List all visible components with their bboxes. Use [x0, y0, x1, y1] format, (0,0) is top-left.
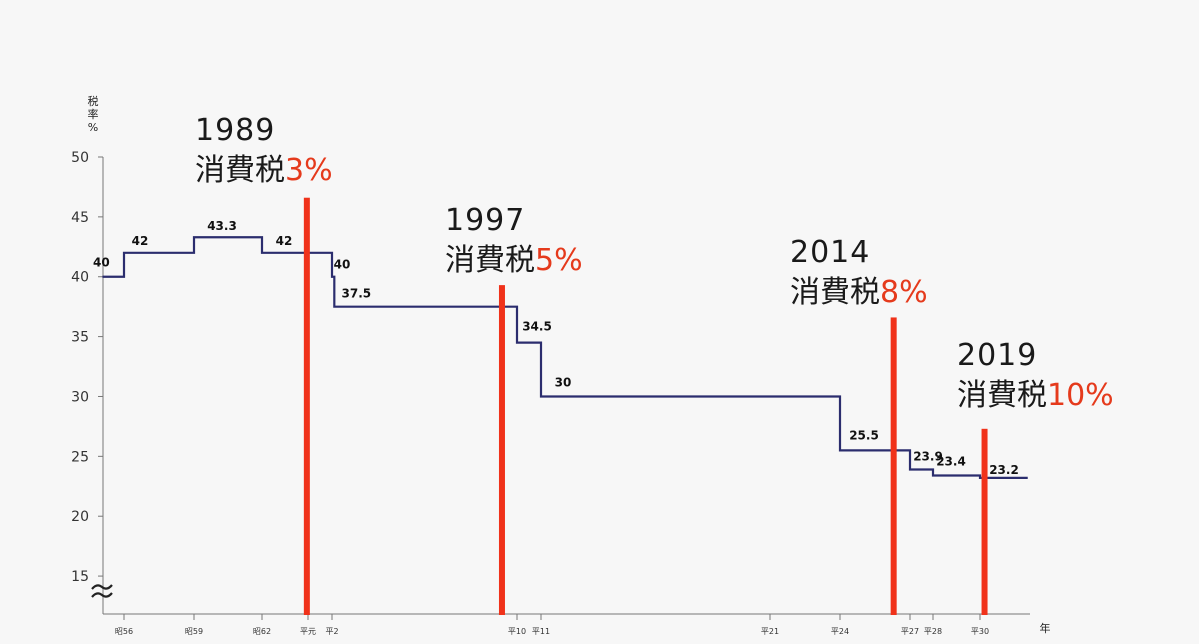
x-tick-label: 平2 — [325, 627, 338, 636]
tax-event-bar — [303, 197, 310, 616]
data-label: 40 — [93, 256, 110, 270]
axis-titles: 税率% 年 — [88, 94, 1051, 635]
event-tax-rate: 10% — [1047, 378, 1114, 413]
tax-rate-step-line — [102, 236, 1028, 479]
y-tick-label: 20 — [71, 509, 89, 525]
data-label: 25.5 — [849, 428, 879, 442]
y-ticks: 15 20 25 30 35 40 45 50 — [71, 150, 103, 585]
event-tax-label: 消費税8% — [790, 275, 928, 310]
event-year-label: 1997 — [445, 203, 525, 238]
axes — [91, 157, 1030, 615]
y-tick-label: 35 — [71, 330, 89, 346]
event-tax-name: 消費税 — [195, 153, 285, 188]
x-tick-label: 平21 — [761, 627, 779, 636]
tax-event-bar — [498, 285, 505, 615]
event-tax-name: 消費税 — [445, 243, 535, 278]
event-tax-name: 消費税 — [790, 275, 880, 310]
data-label: 23.9 — [913, 450, 943, 464]
event-tax-rate: 3% — [285, 153, 333, 188]
x-tick-label: 平27 — [901, 627, 919, 636]
x-tick-label: 平30 — [971, 627, 989, 636]
data-label: 34.5 — [522, 320, 552, 334]
x-tick-label: 平24 — [831, 627, 849, 636]
event-tax-label: 消費税3% — [195, 153, 333, 188]
event-year-label: 1989 — [195, 113, 275, 148]
data-label: 23.4 — [936, 455, 966, 469]
x-axis-title: 年 — [1040, 621, 1051, 635]
event-tax-rate: 5% — [535, 243, 583, 278]
x-tick-label: 平元 — [300, 627, 316, 636]
data-label: 43.3 — [207, 219, 237, 233]
y-tick-label: 40 — [71, 270, 89, 286]
data-label: 37.5 — [342, 287, 372, 301]
axis-break-mark — [91, 584, 113, 598]
y-tick-label: 25 — [71, 449, 89, 465]
y-tick-label: 45 — [71, 210, 89, 226]
data-label: 23.2 — [989, 463, 1019, 477]
y-tick-label: 15 — [71, 569, 89, 585]
data-label: 40 — [334, 258, 351, 272]
event-tax-rate: 8% — [880, 275, 928, 310]
event-year-label: 2014 — [790, 235, 870, 270]
data-label: 42 — [132, 234, 149, 248]
x-tick-label: 平28 — [924, 627, 942, 636]
data-label: 42 — [276, 234, 293, 248]
x-tick-label: 昭59 — [185, 627, 203, 636]
y-axis-title-char: % — [88, 121, 98, 134]
x-tick-label: 平10 — [508, 627, 526, 636]
x-tick-label: 平11 — [532, 627, 550, 636]
y-tick-label: 30 — [71, 389, 89, 405]
y-tick-label: 50 — [71, 150, 89, 166]
x-tick-label: 昭62 — [253, 627, 271, 636]
tax-event-bar — [890, 317, 897, 615]
event-year-label: 2019 — [957, 338, 1037, 373]
event-tax-label: 消費税10% — [957, 378, 1114, 413]
data-labels: 40 42 43.3 42 40 37.5 34.5 30 25.5 23.923.4 23.2 — [93, 219, 1019, 477]
data-label: 30 — [555, 375, 572, 389]
y-axis-title-char: 率 — [88, 107, 99, 121]
x-tick-label: 昭56 — [115, 627, 133, 636]
y-axis-title-char: 税 — [88, 94, 99, 108]
event-tax-label: 消費税5% — [445, 243, 583, 278]
series — [102, 236, 1028, 479]
tax-event-bar — [981, 428, 988, 615]
x-ticks: 昭56 昭59 昭62 平元 平2 平10 平11 平21 平24 平27 平28 平30 — [115, 614, 989, 636]
event-tax-name: 消費税 — [957, 378, 1047, 413]
